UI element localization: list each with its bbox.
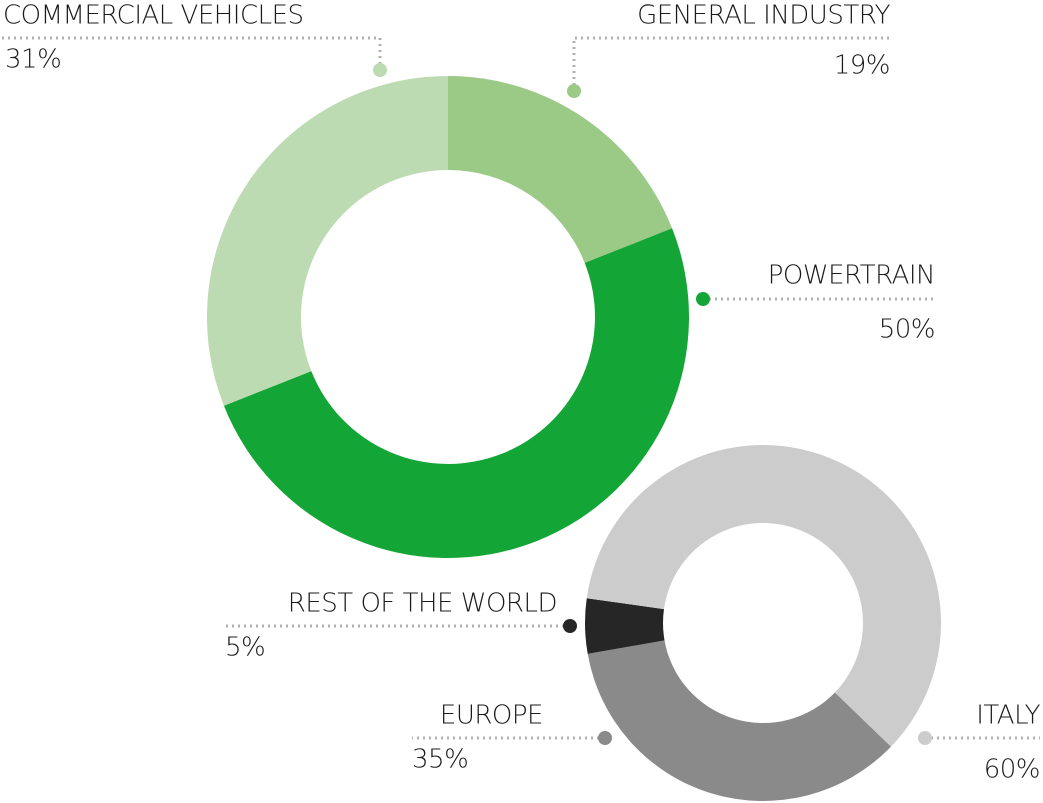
donut-segment (206, 76, 448, 406)
leader-dot (696, 292, 710, 306)
value-label: 60% (984, 755, 1040, 785)
donut-segment (587, 640, 892, 801)
value-label: 35% (412, 745, 468, 775)
category-label: POWERTRAIN (768, 261, 935, 291)
leader-dot (598, 731, 612, 745)
donut-segment (586, 444, 941, 747)
leader-line (0, 36, 382, 70)
leader-dot (918, 731, 932, 745)
leader-dot (373, 63, 387, 77)
category-label: EUROPE (440, 701, 543, 731)
value-label: 5% (225, 633, 265, 663)
category-label: GENERAL INDUSTRY (637, 1, 890, 31)
value-label: 50% (879, 315, 935, 345)
leader-dot (567, 84, 581, 98)
category-label: COMMERCIAL VEHICLES (3, 1, 304, 31)
leader-dot (563, 619, 577, 633)
value-label: 19% (834, 51, 890, 81)
category-label: ITALY (976, 701, 1040, 731)
donut-segment (585, 598, 665, 654)
value-label: 31% (5, 45, 61, 75)
category-label: REST OF THE WORLD (288, 589, 557, 619)
donut-segment (223, 228, 689, 558)
donut-segment (448, 76, 673, 263)
